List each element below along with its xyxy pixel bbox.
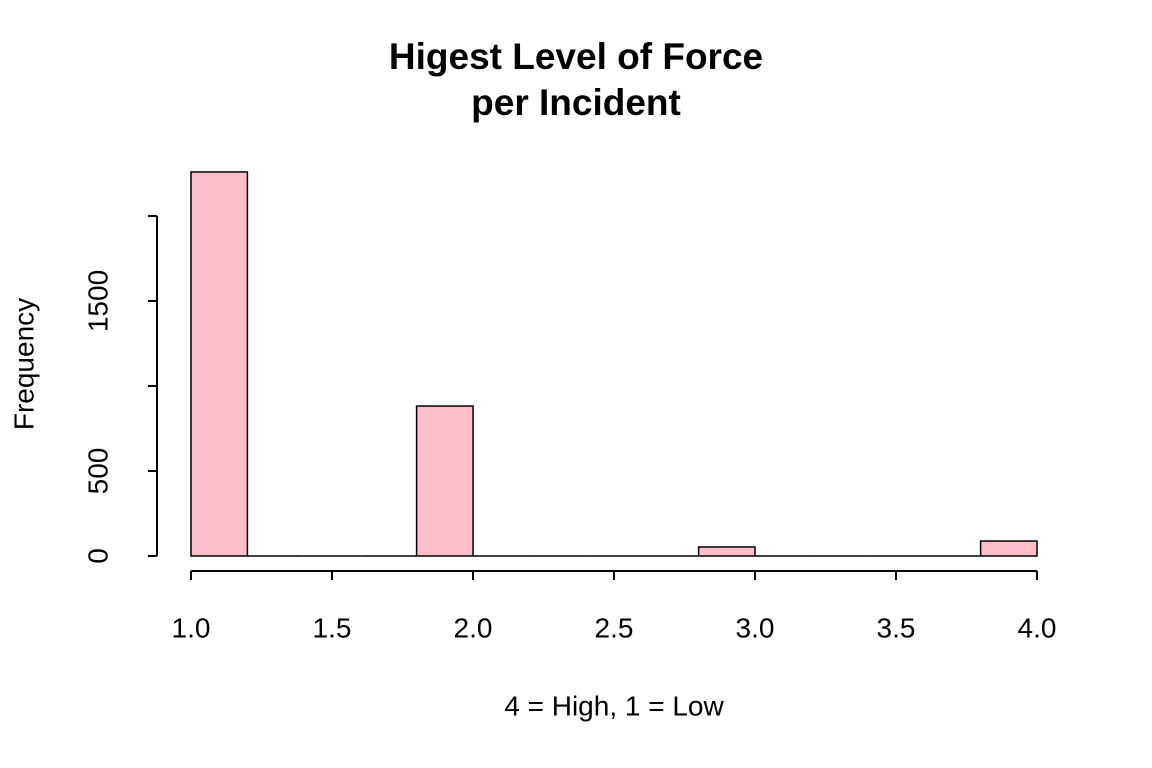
bar xyxy=(415,405,474,557)
bar xyxy=(697,546,756,557)
chart-title: Higest Level of Force per Incident xyxy=(388,36,764,123)
bar xyxy=(190,171,249,557)
x-tick-label: 4.0 xyxy=(1018,612,1057,643)
y-tick-label: 500 xyxy=(82,448,113,495)
x-tick-label: 1.0 xyxy=(172,612,211,643)
x-tick-label: 2.5 xyxy=(595,612,634,643)
bar xyxy=(979,540,1038,557)
x-tick-label: 3.5 xyxy=(877,612,916,643)
y-tick-label: 1500 xyxy=(82,270,113,332)
y-axis-label: Frequency xyxy=(8,298,39,430)
x-tick-label: 2.0 xyxy=(454,612,493,643)
x-tick-label: 1.5 xyxy=(313,612,352,643)
x-tick-label: 3.0 xyxy=(736,612,775,643)
y-tick-label: 0 xyxy=(82,548,113,564)
x-axis-label: 4 = High, 1 = Low xyxy=(504,690,724,721)
